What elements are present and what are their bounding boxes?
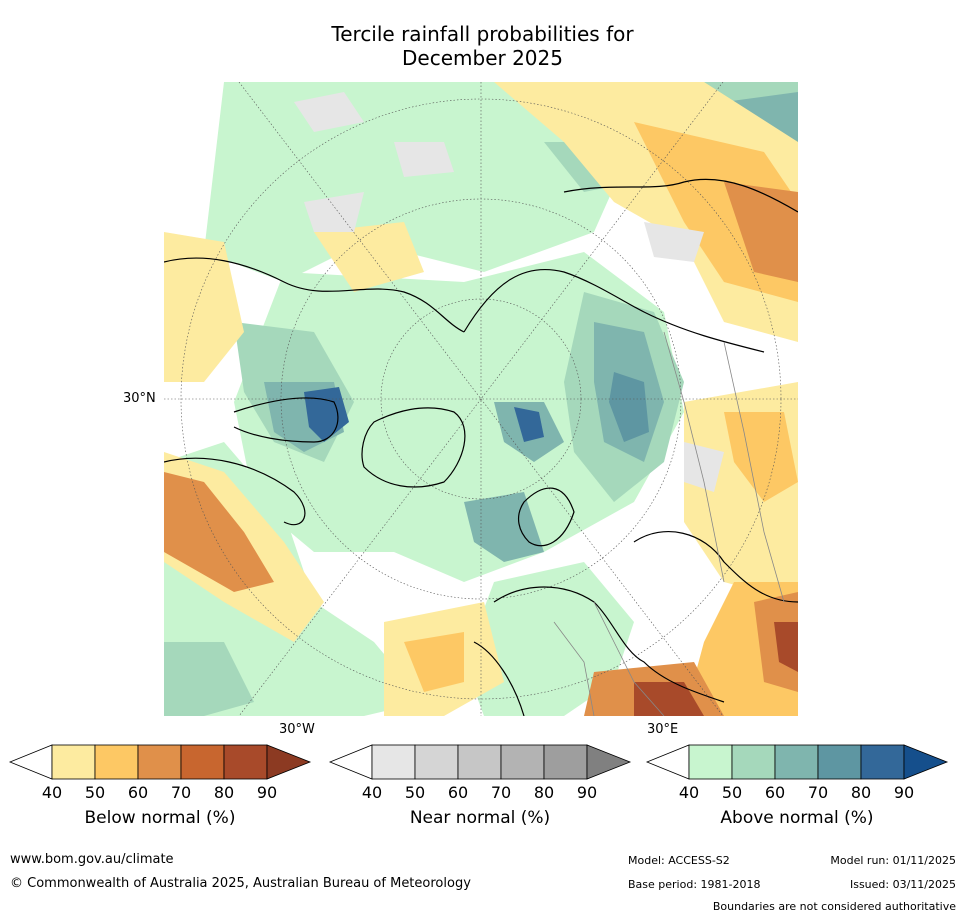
map-title-line2: December 2025 [402, 46, 563, 70]
colorbar-segment [414, 744, 459, 780]
colorbar-segment [774, 744, 819, 780]
graticule [164, 82, 798, 716]
colorbar-extend-low [8, 744, 53, 780]
colorbar-tick: 50 [721, 783, 743, 802]
colorbar-segment [500, 744, 545, 780]
rainfall-probability-map [164, 82, 798, 716]
colorbar-segment [688, 744, 733, 780]
colorbar-segment [223, 744, 268, 780]
colorbar-segment [731, 744, 776, 780]
colorbar-tick: 90 [576, 783, 598, 802]
base-period-text: Base period: 1981-2018 [628, 878, 761, 891]
colorbar-tick: 70 [807, 783, 829, 802]
colorbar-tick: 40 [41, 783, 63, 802]
below-normal-shading [164, 82, 798, 716]
colorbar-above-label: Above normal (%) [720, 808, 874, 828]
colorbar-segment [817, 744, 862, 780]
colorbar-tick: 80 [533, 783, 555, 802]
country-boundaries [553, 331, 785, 716]
colorbar-tick: 80 [213, 783, 235, 802]
colorbar-segment [94, 744, 139, 780]
colorbar-tick: 50 [84, 783, 106, 802]
colorbar-segment [543, 744, 588, 780]
colorbar-extend-high [903, 744, 949, 780]
colorbar-near-normal [328, 744, 632, 780]
above-normal-shading [164, 82, 798, 716]
colorbar-below-label: Below normal (%) [84, 808, 236, 828]
colorbar-extend-low [328, 744, 373, 780]
colorbar-tick: 40 [361, 783, 383, 802]
colorbar-tick: 60 [764, 783, 786, 802]
colorbar-tick: 60 [127, 783, 149, 802]
near-normal-shading [294, 92, 724, 492]
colorbar-segment [51, 744, 96, 780]
colorbar-segment [180, 744, 225, 780]
lon-30w-label: 30°W [279, 722, 315, 737]
colorbar-tick: 50 [404, 783, 426, 802]
colorbar-tick: 90 [256, 783, 278, 802]
colorbar-extend-high [586, 744, 632, 780]
colorbar-tick: 40 [678, 783, 700, 802]
colorbar-segment [457, 744, 502, 780]
colorbar-segment [860, 744, 905, 780]
website-link[interactable]: www.bom.gov.au/climate [10, 852, 174, 867]
lat-30n-label: 30°N [123, 391, 156, 406]
colorbar-extend-low [645, 744, 690, 780]
lon-30e-label: 30°E [647, 722, 679, 737]
disclaimer-text: Boundaries are not considered authoritat… [712, 900, 956, 913]
colorbar-tick: 60 [447, 783, 469, 802]
model-run-text: Model run: 01/11/2025 [830, 854, 956, 867]
coastlines [164, 178, 798, 716]
model-text: Model: ACCESS-S2 [628, 854, 730, 867]
colorbar-tick: 80 [850, 783, 872, 802]
colorbar-tick: 70 [170, 783, 192, 802]
issued-text: Issued: 03/11/2025 [849, 878, 956, 891]
colorbar-extend-high [266, 744, 312, 780]
map-title-line1: Tercile rainfall probabilities for [331, 22, 634, 46]
copyright-text: © Commonwealth of Australia 2025, Austra… [10, 876, 471, 891]
colorbar-tick: 70 [490, 783, 512, 802]
colorbar-tick: 90 [893, 783, 915, 802]
colorbar-segment [137, 744, 182, 780]
colorbar-near-label: Near normal (%) [409, 808, 551, 828]
colorbar-segment [371, 744, 416, 780]
colorbar-above-normal [645, 744, 949, 780]
colorbar-below-normal [8, 744, 312, 780]
